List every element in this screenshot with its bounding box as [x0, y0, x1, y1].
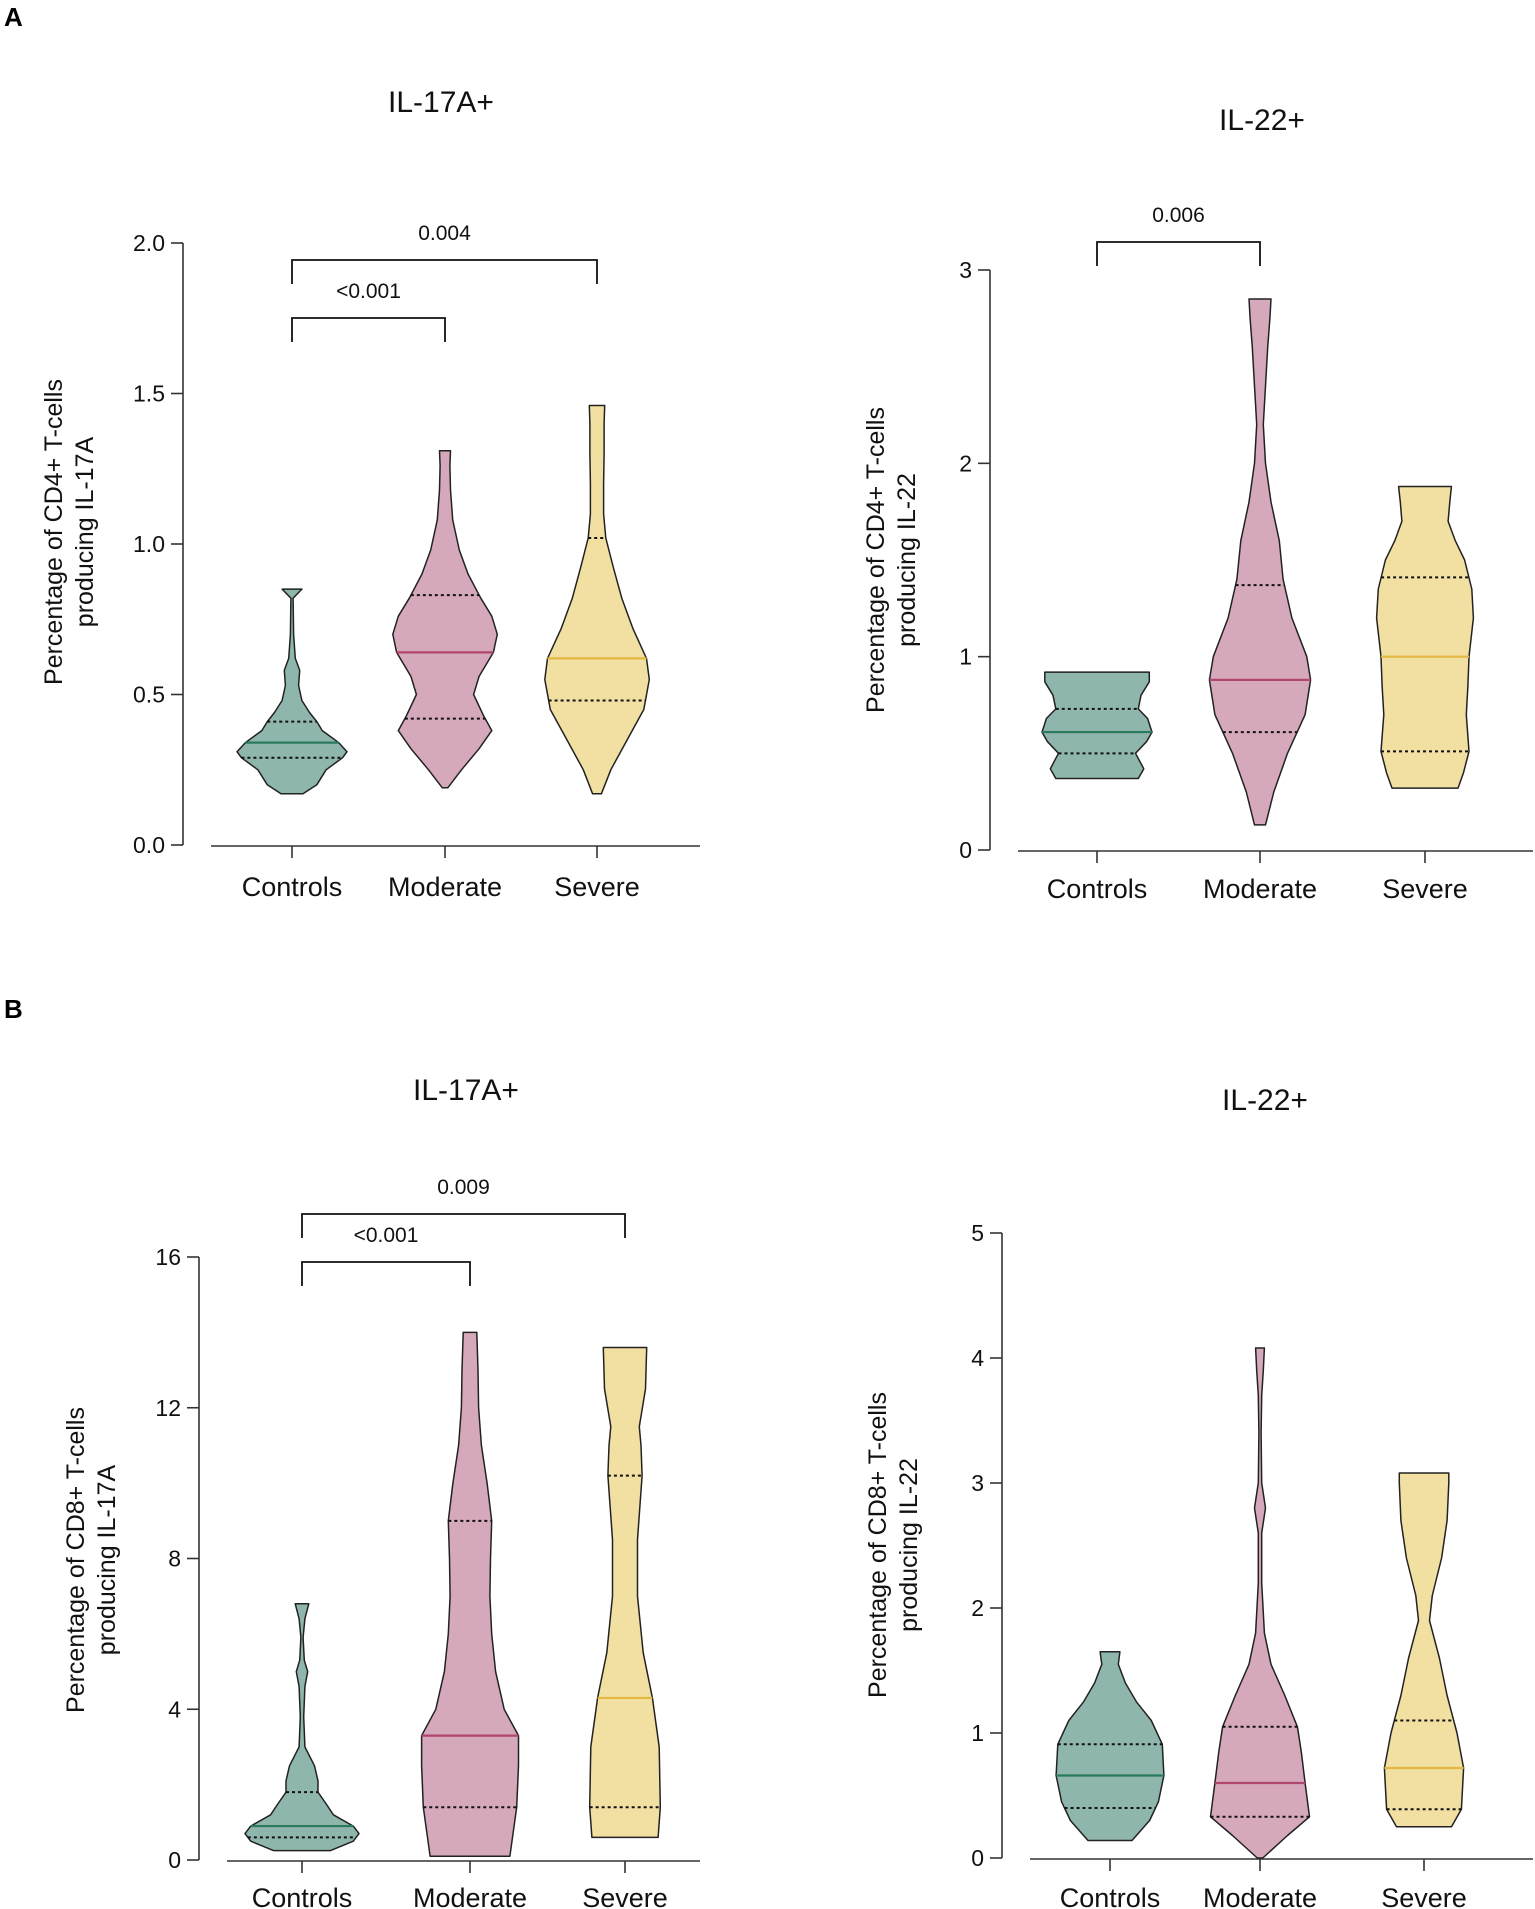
- x-tick-label: Moderate: [388, 872, 502, 902]
- y-tick-label: 3: [959, 257, 972, 283]
- y-axis-label-line: Percentage of CD8+ T-cells: [864, 1392, 892, 1698]
- violin-moderate: [1209, 1347, 1311, 1859]
- violin-controls: [1055, 1651, 1165, 1842]
- x-tick-label: Moderate: [1203, 874, 1317, 904]
- x-tick-label: Controls: [1060, 1883, 1161, 1909]
- y-tick-label: 2: [971, 1595, 984, 1621]
- p-value-label: 0.006: [1152, 204, 1205, 227]
- x-tick-label: Moderate: [1203, 1883, 1317, 1909]
- y-tick-label: 0.5: [133, 682, 165, 708]
- y-tick-label: 12: [155, 1395, 181, 1421]
- panel-letter-a: A: [4, 2, 23, 32]
- chart-title: IL-22+: [1219, 104, 1305, 137]
- violin-severe: [1383, 1472, 1465, 1828]
- y-axis-label-line: Percentage of CD4+ T-cells: [40, 379, 68, 685]
- panel-letter-b: B: [4, 994, 23, 1024]
- y-tick-label: 4: [168, 1696, 181, 1722]
- y-axis-label-line: Percentage of CD8+ T-cells: [62, 1407, 90, 1713]
- p-value-label: <0.001: [354, 1224, 419, 1247]
- significance-bracket: [291, 259, 598, 284]
- y-tick-label: 0: [168, 1847, 181, 1873]
- x-tick-label: Severe: [582, 1883, 668, 1909]
- y-axis-label-line: producing IL-17A: [93, 1464, 121, 1655]
- x-tick-label: Severe: [554, 872, 640, 902]
- violin-moderate: [392, 449, 499, 789]
- violin-controls: [236, 588, 348, 795]
- violin-severe: [1375, 485, 1475, 789]
- chart-title: IL-17A+: [388, 86, 494, 119]
- x-tick-label: Moderate: [413, 1883, 527, 1909]
- chart-title: IL-22+: [1222, 1084, 1308, 1117]
- x-tick-label: Controls: [242, 872, 343, 902]
- y-tick-label: 1: [959, 644, 972, 670]
- violin-controls: [1041, 671, 1153, 780]
- p-value-label: 0.004: [418, 222, 471, 245]
- p-value-label: <0.001: [336, 280, 401, 303]
- chart-2: IL-17A+ Percentage of CD8+ T-cells produci…: [62, 1074, 700, 1909]
- y-axis-label-line: Percentage of CD4+ T-cells: [862, 407, 890, 713]
- y-tick-label: 0: [959, 837, 972, 863]
- chart-1: IL-22+ Percentage of CD4+ T-cells producin…: [862, 104, 1533, 904]
- chart-3: IL-22+ Percentage of CD8+ T-cells producin…: [864, 1084, 1533, 1909]
- significance-bracket: [301, 1261, 471, 1286]
- x-tick-label: Controls: [252, 1883, 353, 1909]
- y-tick-label: 1.5: [133, 381, 165, 407]
- y-axis-label-line: producing IL-22: [893, 473, 921, 647]
- chart-title: IL-17A+: [413, 1074, 519, 1107]
- y-tick-label: 0.0: [133, 832, 165, 858]
- y-tick-label: 3: [971, 1470, 984, 1496]
- violin-moderate: [420, 1331, 520, 1857]
- significance-bracket: [301, 1213, 626, 1238]
- chart-0: IL-17A+ Percentage of CD4+ T-cells produci…: [40, 86, 700, 902]
- y-axis-label-line: producing IL-22: [895, 1458, 923, 1632]
- y-tick-label: 4: [971, 1345, 984, 1371]
- x-tick-label: Severe: [1382, 874, 1468, 904]
- y-tick-label: 8: [168, 1546, 181, 1572]
- y-tick-label: 1.0: [133, 531, 165, 557]
- y-axis-label: Percentage of CD8+ T-cells producing IL-2…: [864, 1392, 923, 1698]
- significance-bracket: [291, 317, 446, 342]
- x-tick-label: Controls: [1047, 874, 1148, 904]
- significance-bracket: [1096, 241, 1261, 266]
- y-tick-label: 2.0: [133, 230, 165, 256]
- p-value-label: 0.009: [437, 1176, 490, 1199]
- y-axis-label: Percentage of CD4+ T-cells producing IL-2…: [862, 407, 921, 713]
- y-tick-label: 2: [959, 450, 972, 476]
- violin-severe: [544, 404, 651, 795]
- y-tick-label: 0: [971, 1845, 984, 1871]
- violin-controls: [244, 1602, 360, 1852]
- y-axis-label: Percentage of CD8+ T-cells producing IL-1…: [62, 1407, 121, 1713]
- violin-severe: [588, 1346, 662, 1839]
- violin-moderate: [1208, 298, 1312, 826]
- y-tick-label: 1: [971, 1720, 984, 1746]
- y-tick-label: 5: [971, 1220, 984, 1246]
- x-tick-label: Severe: [1381, 1883, 1467, 1909]
- y-axis-label-line: producing IL-17A: [71, 436, 99, 627]
- y-axis-label: Percentage of CD4+ T-cells producing IL-1…: [40, 379, 99, 685]
- y-tick-label: 16: [155, 1244, 181, 1270]
